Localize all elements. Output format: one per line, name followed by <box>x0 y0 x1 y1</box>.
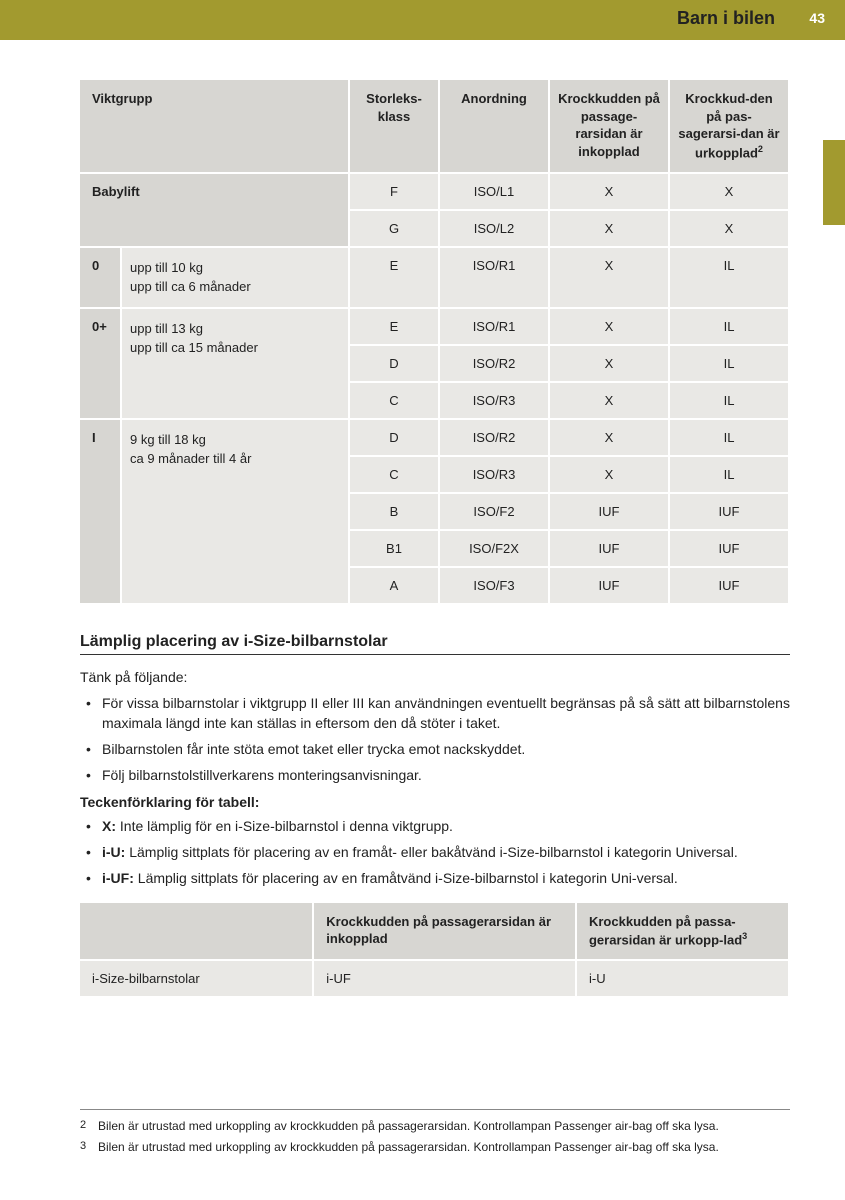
legend-item: i-UF: Lämplig sittplats för placering av… <box>86 868 790 888</box>
sidebar-accent-block <box>823 140 845 225</box>
isofix-table: Viktgrupp Storleks-klass Anordning Krock… <box>80 80 790 605</box>
footnotes: 2 Bilen är utrustad med urkoppling av kr… <box>80 1109 790 1160</box>
th-urkopplad: Krockkud-den på pas-sagerarsi-dan är urk… <box>670 80 790 174</box>
babylift-label: Babylift <box>80 174 350 248</box>
legend-item: i-U: Lämplig sittplats för placering av … <box>86 842 790 862</box>
isize-table: Krockkudden på passagerarsidan är inkopp… <box>80 903 790 998</box>
th-inkopplad-2: Krockkudden på passagerarsidan är inkopp… <box>314 903 577 961</box>
th-blank <box>80 903 314 961</box>
bullet-item: Bilbarnstolen får inte stöta emot taket … <box>86 739 790 759</box>
table-row: i-Size-bilbarnstolar i-UF i-U <box>80 961 790 998</box>
page-content: Viktgrupp Storleks-klass Anordning Krock… <box>0 40 845 1018</box>
legend-title: Teckenförklaring för tabell: <box>80 794 790 810</box>
section-heading: Lämplig placering av i-Size-bilbarnstola… <box>80 633 790 655</box>
intro-text: Tänk på följande: <box>80 669 790 685</box>
footnote-item: 2 Bilen är utrustad med urkoppling av kr… <box>80 1118 790 1135</box>
th-viktgrupp: Viktgrupp <box>80 80 350 174</box>
bullet-item: Följ bilbarnstolstillverkarens montering… <box>86 765 790 785</box>
table-body: Babylift F ISO/L1 X X G ISO/L2 X X 0 upp… <box>80 174 790 605</box>
bullet-list: För vissa bilbarnstolar i viktgrupp II e… <box>80 693 790 786</box>
th-inkopplad: Krockkudden på passage-rarsidan är inkop… <box>550 80 670 174</box>
header-bar: Barn i bilen 43 <box>0 0 845 40</box>
table-row: I 9 kg till 18 kg ca 9 månader till 4 år… <box>80 420 790 457</box>
table-row: 0+ upp till 13 kg upp till ca 15 månader… <box>80 309 790 346</box>
legend-item: X: Inte lämplig för en i-Size-bilbarnsto… <box>86 816 790 836</box>
section-title: Barn i bilen <box>677 8 775 29</box>
footnote-item: 3 Bilen är utrustad med urkoppling av kr… <box>80 1139 790 1156</box>
table-row: 0 upp till 10 kg upp till ca 6 månader E… <box>80 248 790 309</box>
th-urkopplad-2: Krockkudden på passa-gerarsidan är urkop… <box>577 903 790 961</box>
bullet-item: För vissa bilbarnstolar i viktgrupp II e… <box>86 693 790 734</box>
table-row: Babylift F ISO/L1 X X <box>80 174 790 211</box>
th-anordning: Anordning <box>440 80 550 174</box>
legend-list: X: Inte lämplig för en i-Size-bilbarnsto… <box>80 816 790 889</box>
page-number: 43 <box>809 10 825 26</box>
th-storleksklass: Storleks-klass <box>350 80 440 174</box>
